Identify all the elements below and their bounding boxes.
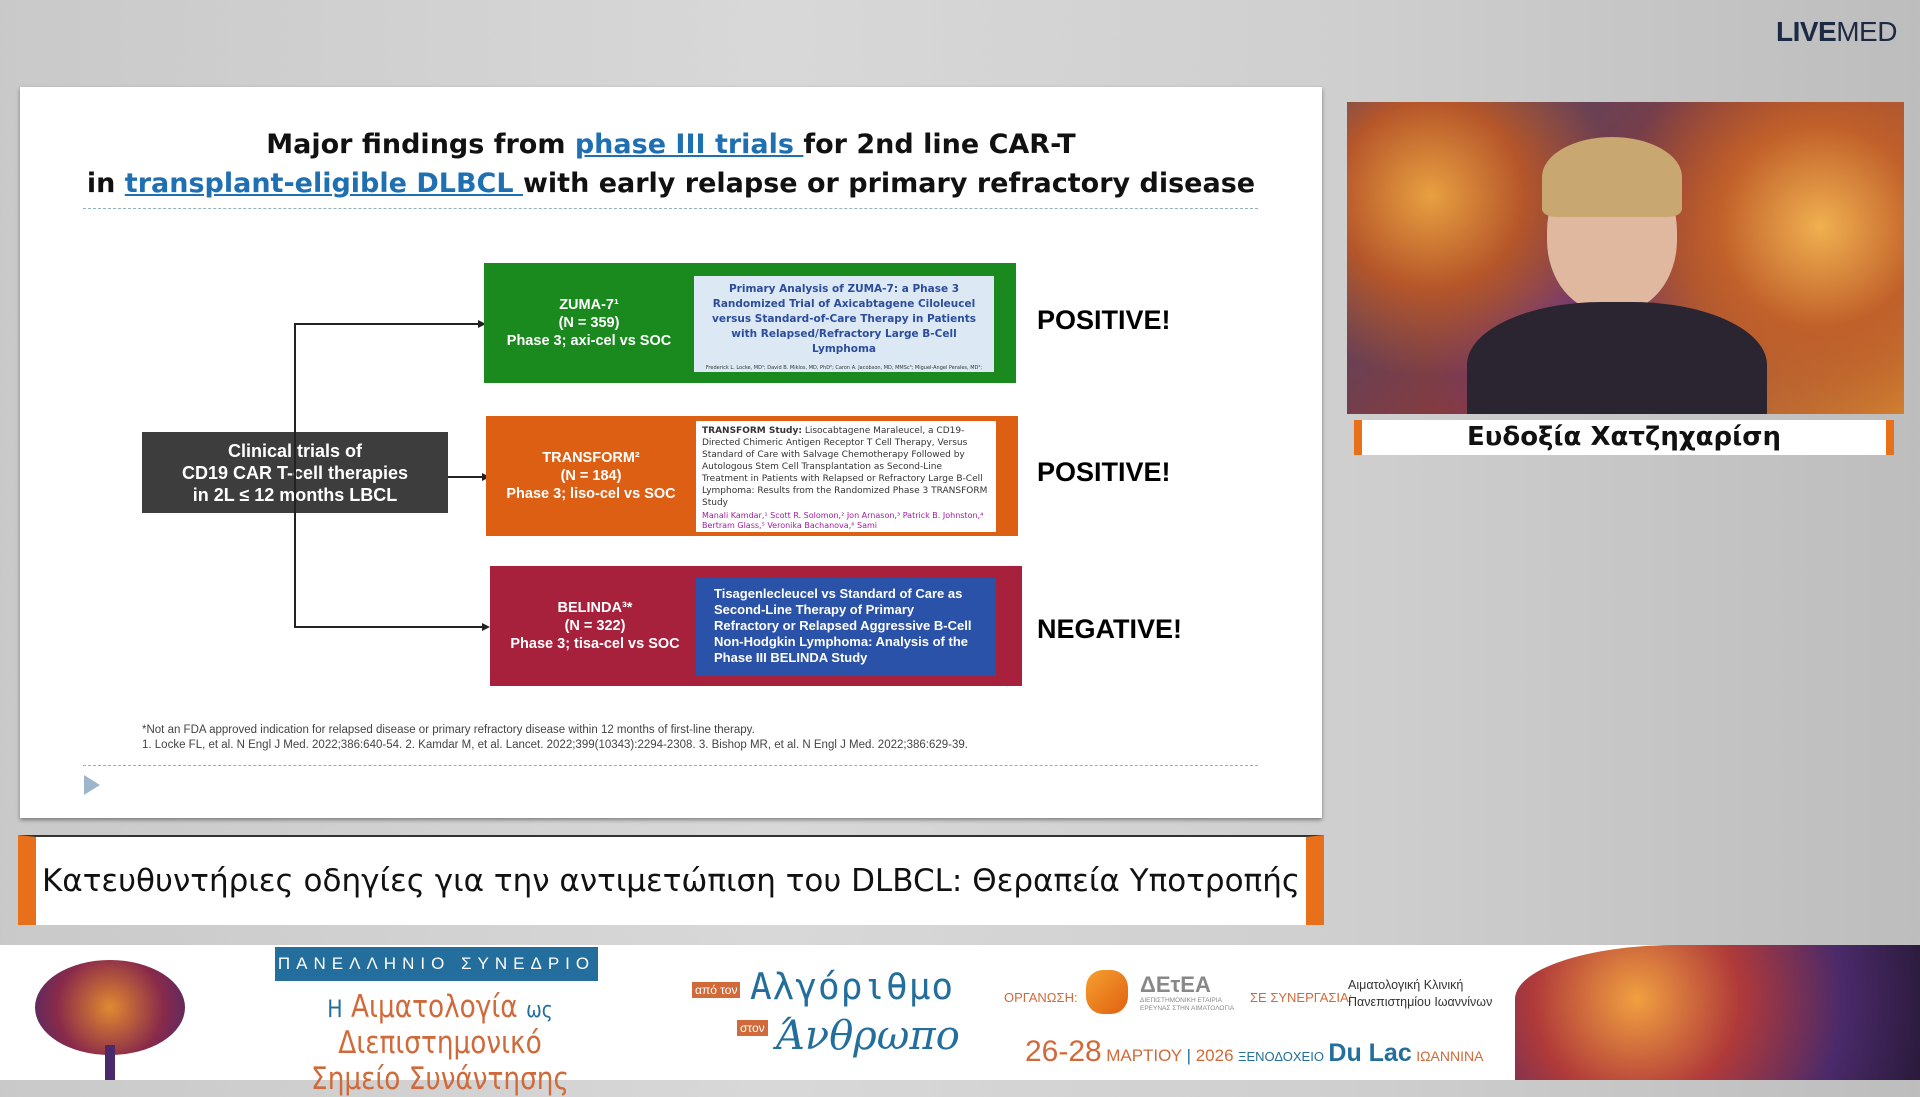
organizer-subtitle: ΔΙΕΠΙΣΤΗΜΟΝΙΚΗ ΕΤΑΙΡΙΑ ΕΡΕΥΝΑΣ ΣΤΗΝ ΑΙΜΑ…: [1140, 997, 1235, 1012]
tree-logo-icon: [35, 960, 185, 1055]
trial-transform: TRANSFORM² (N = 184) Phase 3; liso-cel vs …: [486, 416, 1018, 536]
livemed-logo: LIVEMED: [1776, 16, 1897, 47]
arrow-icon: [482, 623, 490, 631]
trial-belinda: BELINDA³* (N = 322) Phase 3; tisa-cel vs S…: [490, 566, 1022, 686]
congress-tag: ΠΑΝΕΛΛΗΝΙΟ ΣΥΝΕΔΡΙΟ: [275, 947, 598, 981]
congress-title: Η Αιματολογία ως Διεπιστημονικό Σημείο Συ…: [311, 989, 569, 1097]
partner-label: ΣΕ ΣΥΝΕΡΓΑΣΙΑ:: [1250, 990, 1353, 1005]
to-word: Άνθρωπο: [776, 1013, 960, 1059]
footnote: *Not an FDA approved indication for rela…: [142, 724, 755, 736]
from-label: από τον: [692, 982, 741, 998]
session-title: Κατευθυντήριες οδηγίες για την αντιμετώπ…: [18, 835, 1324, 925]
paper-transform-authors: Manali Kamdar,¹ Scott R. Solomon,² Jon A…: [702, 511, 984, 530]
connector-transform: [448, 476, 488, 478]
decorative-artwork: [1515, 945, 1920, 1080]
slide-title-line-1: Major findings from phase III trials for…: [266, 129, 1076, 160]
presentation-slide: Major findings from phase III trials for…: [20, 87, 1322, 818]
speaker-name: Ευδοξία Χατζηχαρίση: [1354, 420, 1894, 455]
from-word: Αλγόριθμο: [750, 967, 955, 1008]
paper-zuma7: Primary Analysis of ZUMA-7: a Phase 3 Ra…: [694, 276, 994, 372]
connector-belinda: [294, 626, 488, 628]
connector-zuma: [294, 323, 484, 325]
arrow-icon: [478, 320, 486, 328]
trial-zuma7: ZUMA-7¹ (N = 359) Phase 3; axi-cel vs SOC …: [484, 263, 1016, 383]
references: 1. Locke FL, et al. N Engl J Med. 2022;3…: [142, 739, 968, 751]
result-belinda: NEGATIVE!: [1037, 614, 1183, 644]
detea-logo-icon: [1086, 970, 1128, 1014]
conference-banner: ΠΑΝΕΛΛΗΝΙΟ ΣΥΝΕΔΡΙΟ Η Αιματολογία ως Διε…: [0, 945, 1920, 1097]
partner-name: Αιματολογική Κλινική Πανεπιστημίου Ιωανν…: [1348, 978, 1493, 1009]
speaker-hair: [1542, 137, 1682, 217]
speaker-video: [1347, 102, 1904, 414]
result-zuma7: POSITIVE!: [1037, 305, 1171, 335]
slide-title-line-2: in transplant-eligible DLBCL with early …: [86, 168, 1256, 199]
speaker-body: [1467, 302, 1767, 414]
event-date-venue: 26-28 ΜΑΡΤΙΟΥ | 2026 ΞΕΝΟΔΟΧΕΙΟ Du Lac Ι…: [1025, 1035, 1484, 1068]
dlbcl-link[interactable]: transplant-eligible DLBCL: [124, 168, 523, 199]
organizer-label: ΟΡΓΑΝΩΣΗ:: [1004, 990, 1078, 1005]
connector-vertical: [294, 323, 296, 627]
paper-transform: TRANSFORM Study: Lisocabtagene Maraleuce…: [696, 421, 996, 532]
play-icon[interactable]: [84, 775, 100, 795]
tree-trunk: [105, 1045, 115, 1080]
paper-belinda: Tisagenlecleucel vs Standard of Care as …: [696, 578, 996, 676]
divider: [83, 208, 1258, 209]
organizer-name: ΔΕτΕΑ: [1140, 972, 1211, 997]
result-transform: POSITIVE!: [1037, 457, 1171, 487]
to-label: στον: [737, 1020, 768, 1036]
phase-iii-link[interactable]: phase III trials: [574, 129, 804, 160]
divider: [83, 765, 1258, 766]
